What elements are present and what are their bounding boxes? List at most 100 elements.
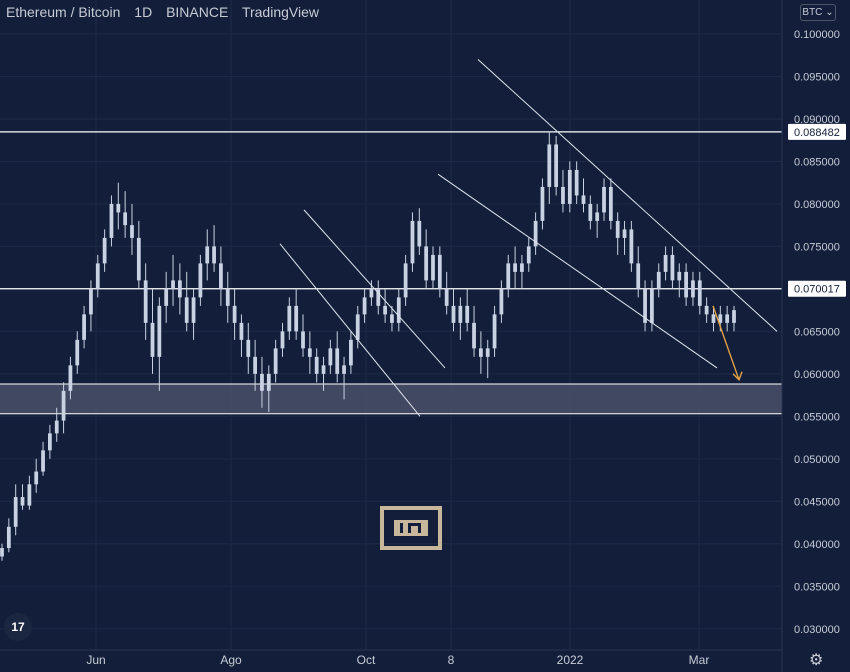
y-tick-label: 0.100000 bbox=[794, 29, 840, 41]
interval-label[interactable]: 1D bbox=[134, 4, 153, 20]
currency-select[interactable]: BTC ⌄ bbox=[800, 4, 836, 21]
candle-body bbox=[520, 263, 524, 272]
candle-body bbox=[157, 305, 162, 357]
candle-body bbox=[266, 373, 271, 391]
candle-body bbox=[506, 263, 511, 289]
candle-body bbox=[554, 144, 559, 187]
candle-body bbox=[526, 246, 531, 264]
currency-label: BTC bbox=[802, 7, 823, 18]
candle-body bbox=[294, 305, 299, 332]
candle-body bbox=[458, 305, 463, 323]
candle-body bbox=[89, 288, 93, 315]
candle-body bbox=[198, 263, 203, 298]
candle-body bbox=[485, 348, 490, 357]
candle-body bbox=[725, 314, 730, 323]
candle-body bbox=[704, 305, 709, 315]
candle-body bbox=[177, 280, 182, 298]
candle-body bbox=[239, 322, 244, 340]
candle-body bbox=[20, 497, 25, 506]
candle-body bbox=[451, 305, 456, 323]
candle-body bbox=[0, 548, 4, 557]
candle-body bbox=[130, 225, 134, 238]
price-labels: 0.088482 0.070017 bbox=[788, 123, 846, 297]
candle-body bbox=[581, 195, 586, 204]
candle-body bbox=[150, 322, 155, 357]
candle-body bbox=[718, 314, 723, 323]
candle-body bbox=[595, 212, 600, 221]
x-tick-label: 8 bbox=[448, 653, 455, 667]
chevron-down-icon: ⌄ bbox=[825, 7, 834, 18]
candle-body bbox=[540, 186, 545, 221]
candle-body bbox=[472, 322, 476, 349]
candle-body bbox=[27, 484, 32, 506]
channel-line bbox=[279, 243, 421, 417]
candle-body bbox=[246, 339, 251, 357]
y-tick-label: 0.075000 bbox=[794, 241, 840, 253]
candle-body bbox=[383, 305, 387, 315]
candle-body bbox=[328, 348, 333, 366]
candle-body bbox=[574, 169, 579, 196]
candle-body bbox=[48, 433, 52, 451]
candle-body bbox=[225, 288, 230, 306]
candle-body bbox=[465, 305, 470, 323]
candle-body bbox=[602, 186, 606, 213]
candle-body bbox=[492, 314, 497, 349]
candle-body bbox=[191, 297, 196, 323]
candle-body bbox=[437, 254, 442, 289]
trend-channels bbox=[279, 59, 778, 417]
x-axis: Jun Ago Oct 8 2022 Mar bbox=[0, 649, 782, 667]
candle-body bbox=[6, 526, 11, 549]
channel-line bbox=[477, 59, 778, 332]
y-tick-label: 0.080000 bbox=[794, 199, 840, 211]
projection-arrow bbox=[712, 305, 743, 382]
candle-body bbox=[287, 305, 292, 332]
candle-body bbox=[136, 237, 141, 281]
chart-header: Ethereum / Bitcoin 1D BINANCE TradingVie… bbox=[6, 4, 329, 20]
y-tick-label: 0.060000 bbox=[794, 369, 840, 381]
candle-body bbox=[390, 314, 394, 323]
candle-body bbox=[697, 280, 702, 306]
candle-body bbox=[123, 212, 128, 226]
candle-body bbox=[212, 246, 216, 264]
channel-line bbox=[303, 209, 446, 369]
candle-body bbox=[732, 310, 736, 323]
candle-body bbox=[417, 220, 422, 247]
candle-body bbox=[608, 186, 613, 221]
candle-body bbox=[301, 331, 305, 349]
candle-body bbox=[567, 169, 572, 204]
y-tick-label: 0.085000 bbox=[794, 156, 840, 168]
price-label-box bbox=[788, 280, 846, 297]
candle-body bbox=[109, 203, 114, 238]
gear-icon[interactable]: ⚙ bbox=[809, 652, 824, 669]
candle-body bbox=[547, 144, 552, 187]
candle-body bbox=[273, 348, 278, 374]
candle-body bbox=[280, 331, 285, 349]
candle-body bbox=[711, 314, 716, 323]
candle-body bbox=[362, 297, 367, 315]
candle-body bbox=[396, 297, 401, 323]
candle-body bbox=[444, 288, 449, 306]
candle-body bbox=[403, 263, 408, 298]
candle-body bbox=[656, 271, 661, 289]
candle-body bbox=[499, 288, 504, 315]
candle-body bbox=[321, 365, 326, 374]
platform-label: TradingView bbox=[241, 4, 319, 20]
tradingview-logo-icon[interactable]: 17 bbox=[4, 613, 32, 641]
candle-body bbox=[307, 348, 312, 357]
candle-body bbox=[670, 254, 675, 281]
candle-body bbox=[95, 263, 100, 289]
candle-body bbox=[335, 348, 340, 374]
x-tick-label: Jun bbox=[86, 653, 105, 667]
zone-rect bbox=[0, 384, 782, 414]
y-tick-label: 0.050000 bbox=[794, 454, 840, 466]
candle-body bbox=[431, 254, 435, 281]
arrow-line bbox=[712, 305, 740, 381]
candle-body bbox=[82, 314, 86, 340]
candle-body bbox=[533, 220, 538, 247]
candle-body bbox=[253, 356, 258, 374]
candle-body bbox=[184, 297, 189, 323]
candle-body bbox=[691, 280, 695, 298]
